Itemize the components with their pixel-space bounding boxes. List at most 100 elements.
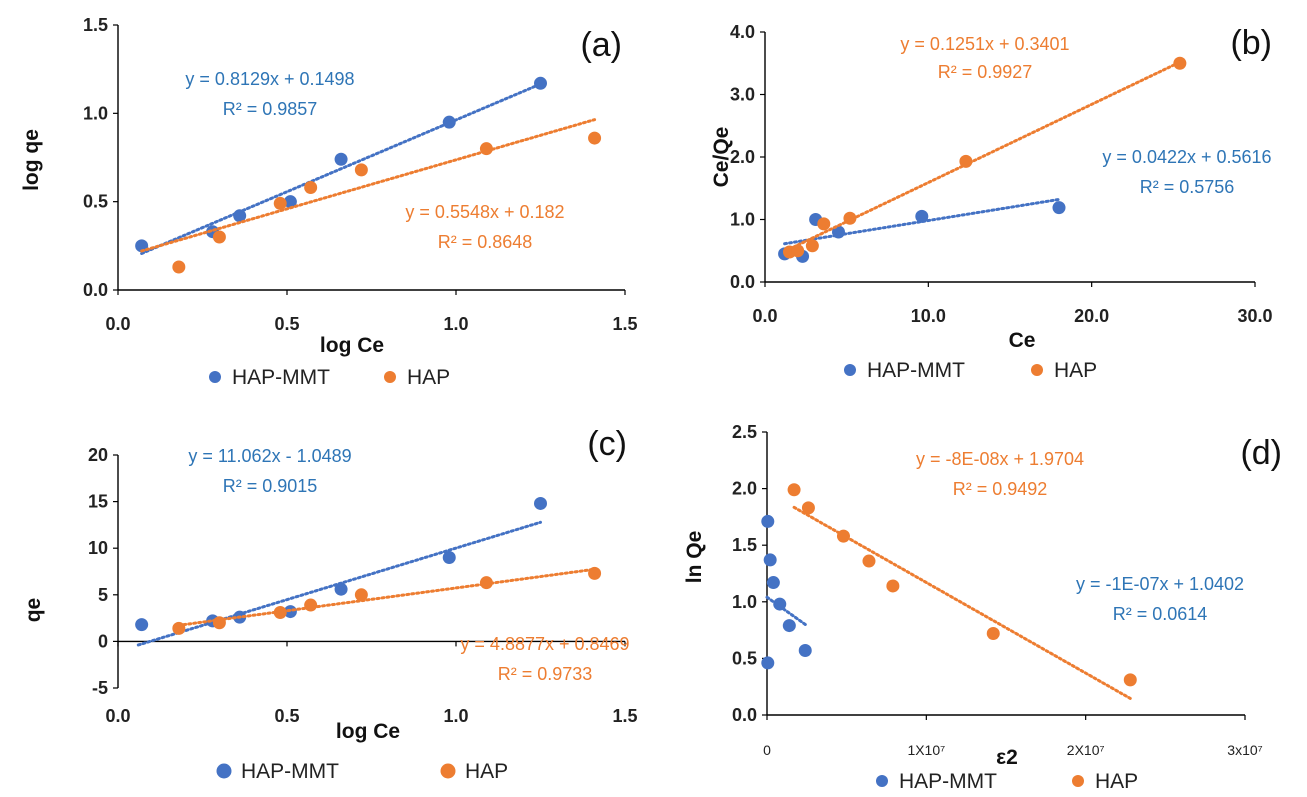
panel-4-point-hap-mmt <box>798 643 812 657</box>
panel-1-x-tick-label: 1.0 <box>443 314 468 334</box>
panel-4-y-tick-label: 0.0 <box>732 705 757 725</box>
panel-1-y-tick-label: 1.0 <box>83 103 108 123</box>
panel-3-legend-marker-hap-mmt <box>216 763 232 779</box>
panel-4-legend-marker-hap-mmt <box>876 775 888 787</box>
panel-2-point-hap <box>791 244 805 258</box>
panel-4-point-hap <box>787 483 801 497</box>
panel-3-point-hap <box>273 606 287 620</box>
panel-2-x-tick-label: 0.0 <box>752 306 777 326</box>
panel-2-x-tick-label: 30.0 <box>1237 306 1272 326</box>
panel-3-point-hap-mmt <box>534 496 547 510</box>
panel-3-y-tick-label: 5 <box>98 585 108 605</box>
panel-4-y-tick-label: 1.5 <box>732 535 757 555</box>
panel-4-y-axis-title: ln Qe <box>683 531 706 584</box>
panel-4-point-hap-mmt <box>766 576 780 590</box>
panel-1-x-axis-title: log Ce <box>320 334 384 357</box>
panel-2-y-tick-label: 4.0 <box>730 22 755 42</box>
panel-3-point-hap-mmt <box>442 551 456 565</box>
panel-1-point-hap-mmt <box>135 239 149 253</box>
panel-1-legend-marker-hap-mmt <box>209 371 221 383</box>
panel-4-point-hap <box>886 579 900 593</box>
panel-3-point-hap <box>172 621 186 635</box>
panel-4-label: (d) <box>1240 434 1282 472</box>
panel-1-label: (a) <box>580 26 622 64</box>
panel-4-x-axis-title: ε2 <box>996 746 1018 769</box>
panel-3-x-tick-label: 1.0 <box>443 706 468 726</box>
panel-3-r2-hap: R² = 0.9733 <box>498 664 593 684</box>
panel-4-point-hap-mmt <box>773 597 787 611</box>
panel-4-x-tick-label: 3x10⁷ <box>1227 742 1262 758</box>
panel-4-x-tick-label: 0 <box>763 742 771 758</box>
panel-1-y-axis-title: log qe <box>20 129 43 191</box>
panel-3-label: (c) <box>587 425 627 463</box>
panel-2-legend-label-hap: HAP <box>1054 359 1097 382</box>
panel-1-point-hap-mmt <box>442 115 456 129</box>
panel-3-point-hap <box>588 566 602 580</box>
panel-4-r2-hap: R² = 0.9492 <box>953 479 1048 499</box>
panel-3-y-tick-label: 10 <box>88 538 108 558</box>
panel-4-equation-hap-mmt: y = -1E-07x + 1.0402 <box>1076 574 1244 594</box>
panel-1-point-hap <box>212 230 226 244</box>
panel-1-x-tick-label: 0.5 <box>274 314 299 334</box>
panel-1-point-hap <box>304 181 318 195</box>
panel-1-point-hap <box>588 131 602 145</box>
panel-2-legend-marker-hap-mmt <box>844 364 856 376</box>
panel-2-point-hap <box>843 211 857 225</box>
panel-3-r2-hap-mmt: R² = 0.9015 <box>223 476 318 496</box>
panel-2-point-hap <box>1173 56 1187 70</box>
panel-3-x-axis-title: log Ce <box>336 720 400 743</box>
panel-2-y-tick-label: 2.0 <box>730 147 755 167</box>
panel-4-legend-marker-hap <box>1072 775 1084 787</box>
panel-4-trendline-hap <box>792 505 1132 700</box>
panel-1-r2-hap-mmt: R² = 0.9857 <box>223 99 318 119</box>
panel-3-point-hap <box>212 616 226 630</box>
panel-3-x-tick-label: 0.0 <box>105 706 130 726</box>
panel-3-y-axis-title: qe <box>22 598 45 623</box>
panel-3-legend-label-hap: HAP <box>465 760 508 783</box>
panel-2-point-hap-mmt <box>1052 201 1066 215</box>
panel-3-equation-hap-mmt: y = 11.062x - 1.0489 <box>188 446 351 466</box>
panel-2-legend-label-hap-mmt: HAP-MMT <box>867 359 965 382</box>
panel-1-y-tick-label: 0.0 <box>83 280 108 300</box>
panel-4-y-tick-label: 1.0 <box>732 592 757 612</box>
panel-3-x-tick-label: 0.5 <box>274 706 299 726</box>
panel-2-point-hap <box>817 217 831 231</box>
panel-2-y-tick-label: 3.0 <box>730 85 755 105</box>
panel-3-y-tick-label: 15 <box>88 492 108 512</box>
panel-3-y-tick-label: 0 <box>98 631 108 651</box>
panel-4-point-hap <box>836 529 850 543</box>
panel-4-point-hap-mmt <box>761 514 775 528</box>
panel-1-point-hap <box>172 260 186 274</box>
panel-1-y-tick-label: 1.5 <box>83 15 108 35</box>
panel-2-point-hap <box>805 239 819 253</box>
panel-2-equation-hap-mmt: y = 0.0422x + 0.5616 <box>1102 147 1271 167</box>
panel-2-r2-hap-mmt: R² = 0.5756 <box>1140 177 1235 197</box>
panel-1-x-tick-label: 1.5 <box>612 314 637 334</box>
panel-1-point-hap <box>479 142 493 156</box>
panel-3-legend-marker-hap <box>440 763 456 779</box>
panel-3-point-hap <box>479 576 493 590</box>
panel-2-y-tick-label: 0.0 <box>730 272 755 292</box>
panel-1-point-hap <box>273 196 287 210</box>
panel-3-point-hap-mmt <box>334 582 348 596</box>
panel-1-point-hap-mmt <box>534 76 547 90</box>
panel-4-x-tick-label: 2X10⁷ <box>1067 742 1105 758</box>
panel-2-r2-hap: R² = 0.9927 <box>938 62 1033 82</box>
panel-1-y-tick-label: 0.5 <box>83 192 108 212</box>
panel-3-y-tick-label: -5 <box>92 678 108 698</box>
panel-1-legend-label-hap: HAP <box>407 366 450 389</box>
panel-4-y-tick-label: 2.5 <box>732 422 757 442</box>
panel-1-legend-label-hap-mmt: HAP-MMT <box>232 366 330 389</box>
panel-1-point-hap <box>354 163 368 177</box>
panel-3-legend-label-hap-mmt: HAP-MMT <box>241 760 339 783</box>
panel-4-point-hap-mmt <box>763 553 777 567</box>
panel-3-trendline-hap <box>177 567 597 627</box>
panel-2-legend-marker-hap <box>1031 364 1043 376</box>
panel-4-y-tick-label: 0.5 <box>732 648 757 668</box>
panel-2-point-hap <box>959 154 973 168</box>
panel-4-y-tick-label: 2.0 <box>732 479 757 499</box>
panel-1-trendline-hap <box>140 118 597 253</box>
panel-4-point-hap <box>986 626 1000 640</box>
panel-2-y-tick-label: 1.0 <box>730 210 755 230</box>
panel-3-equation-hap: y = 4.8877x + 0.8469 <box>460 634 629 654</box>
